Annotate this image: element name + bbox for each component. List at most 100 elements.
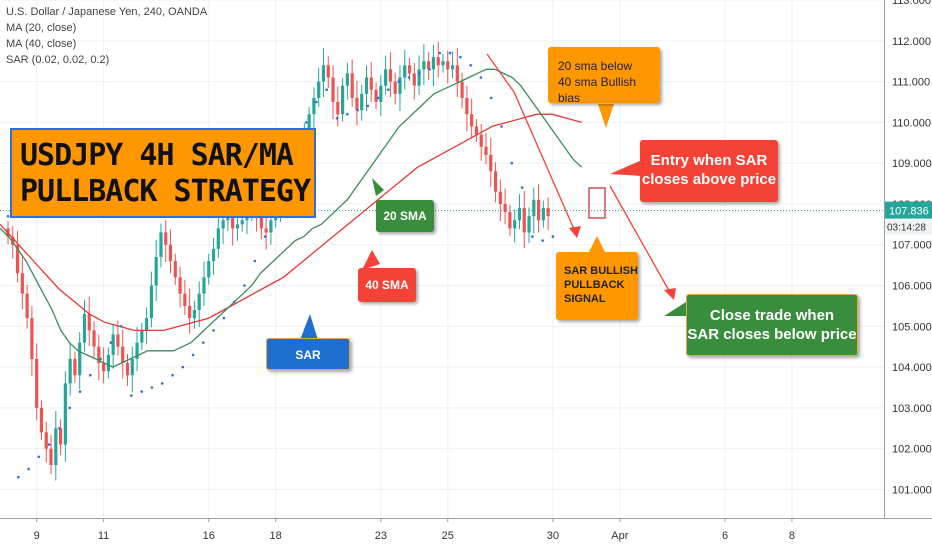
indicator-sar[interactable]: SAR (0.02, 0.02, 0.2) bbox=[6, 54, 110, 66]
candle-body-96 bbox=[465, 97, 469, 115]
candle-86 bbox=[417, 55, 421, 95]
candle-89 bbox=[431, 44, 436, 87]
price-tick-8: 109.000 bbox=[892, 158, 932, 170]
sar-dot-32 bbox=[335, 117, 339, 120]
candle-body-103 bbox=[498, 191, 502, 204]
candle-body-20 bbox=[102, 363, 106, 372]
sar-dot-34 bbox=[356, 108, 359, 112]
candle-body-80 bbox=[388, 69, 392, 82]
candle-body-1 bbox=[11, 236, 15, 245]
down-arrowhead bbox=[569, 226, 581, 238]
candle-body-30 bbox=[149, 285, 153, 319]
indicator-ma20[interactable]: MA (20, close) bbox=[6, 22, 77, 34]
candle-18 bbox=[92, 321, 96, 358]
candle-68 bbox=[331, 65, 335, 120]
candle-2 bbox=[15, 230, 20, 283]
price-tick-12: 113.000 bbox=[892, 0, 931, 7]
sar-dot-14 bbox=[150, 386, 154, 389]
signal-highlight bbox=[588, 187, 606, 219]
candle-107 bbox=[517, 194, 522, 230]
callout-close-line-1: Close trade when bbox=[709, 307, 835, 324]
candle-body-38 bbox=[188, 305, 192, 319]
countdown-tag bbox=[885, 219, 932, 235]
candle-33 bbox=[164, 220, 168, 262]
candle-body-98 bbox=[474, 126, 479, 135]
callout-close-line-2: SAR closes below price bbox=[687, 326, 857, 343]
sar-dot-3 bbox=[37, 455, 41, 459]
sar-dot-44 bbox=[459, 55, 462, 59]
candle-body-13 bbox=[68, 358, 72, 384]
candle-body-106 bbox=[513, 220, 517, 229]
candle-body-44 bbox=[216, 228, 220, 249]
candle-body-55 bbox=[269, 220, 273, 233]
candle-body-93 bbox=[450, 65, 455, 70]
candlesticks bbox=[6, 41, 550, 481]
callout-arrows bbox=[300, 53, 686, 340]
sar-dot-7 bbox=[78, 390, 82, 393]
candle-body-94 bbox=[455, 65, 459, 82]
candle-body-48 bbox=[235, 224, 240, 229]
price-tick-11: 112.000 bbox=[892, 36, 931, 48]
candle-96 bbox=[465, 85, 469, 132]
candle-body-10 bbox=[54, 428, 58, 465]
candle-body-84 bbox=[407, 65, 412, 74]
candle-body-97 bbox=[470, 114, 474, 127]
candle-71 bbox=[345, 62, 349, 100]
candle-body-110 bbox=[532, 199, 536, 217]
candle-35 bbox=[173, 253, 177, 285]
sar-dot-13 bbox=[140, 390, 143, 393]
candle-body-19 bbox=[97, 346, 101, 364]
exit-arrowhead bbox=[664, 288, 676, 300]
sar-dot-24 bbox=[253, 259, 257, 263]
candle-body-87 bbox=[422, 61, 426, 70]
candle-97 bbox=[470, 98, 474, 139]
candle-body-53 bbox=[259, 216, 263, 229]
candle-15 bbox=[78, 332, 82, 390]
candle-body-70 bbox=[341, 85, 345, 115]
candle-body-90 bbox=[436, 57, 440, 66]
candle-body-40 bbox=[197, 293, 201, 310]
candle-body-82 bbox=[398, 77, 402, 94]
candle-73 bbox=[355, 80, 359, 126]
sma20-line bbox=[0, 68, 583, 368]
time-tick-3: 18 bbox=[270, 530, 282, 542]
candle-32 bbox=[159, 223, 163, 268]
candle-body-99 bbox=[479, 134, 483, 147]
candle-16 bbox=[82, 300, 87, 352]
candle-11 bbox=[58, 419, 63, 456]
candle-body-113 bbox=[546, 208, 550, 217]
price-tick-3: 104.000 bbox=[892, 362, 932, 374]
candle-body-45 bbox=[221, 220, 225, 229]
candle-103 bbox=[498, 179, 502, 222]
candle-7 bbox=[39, 400, 44, 440]
candle-body-39 bbox=[192, 309, 197, 319]
candle-36 bbox=[178, 266, 182, 308]
callout-signal-line-2: PULLBACK bbox=[564, 279, 625, 291]
candle-110 bbox=[532, 187, 536, 234]
candle-78 bbox=[379, 75, 383, 116]
candle-37 bbox=[183, 279, 187, 315]
sar-dot-41 bbox=[428, 68, 431, 71]
callout-sma40-text: 40 SMA bbox=[365, 278, 409, 292]
sar-dot-1 bbox=[17, 475, 20, 479]
candle-44 bbox=[216, 214, 220, 258]
callout-close: Close trade when SAR closes below price bbox=[686, 294, 858, 356]
entry-pointer bbox=[610, 160, 642, 176]
candle-body-11 bbox=[58, 428, 63, 445]
candle-88 bbox=[427, 52, 431, 80]
sar-dot-20 bbox=[212, 329, 215, 332]
candle-body-22 bbox=[111, 334, 115, 355]
time-tick-5: 25 bbox=[442, 530, 454, 542]
indicator-ma40[interactable]: MA (40, close) bbox=[6, 38, 77, 50]
sar-dot-9 bbox=[99, 357, 102, 361]
candle-body-14 bbox=[73, 358, 77, 376]
sar-dot-52 bbox=[541, 239, 544, 242]
down-arrow-line-2 bbox=[513, 91, 578, 237]
candle-body-73 bbox=[355, 97, 359, 111]
candle-12 bbox=[63, 371, 67, 462]
sar-dot-23 bbox=[243, 284, 246, 287]
candle-80 bbox=[388, 52, 392, 98]
candle-body-83 bbox=[403, 65, 407, 78]
candle-body-35 bbox=[173, 261, 177, 278]
